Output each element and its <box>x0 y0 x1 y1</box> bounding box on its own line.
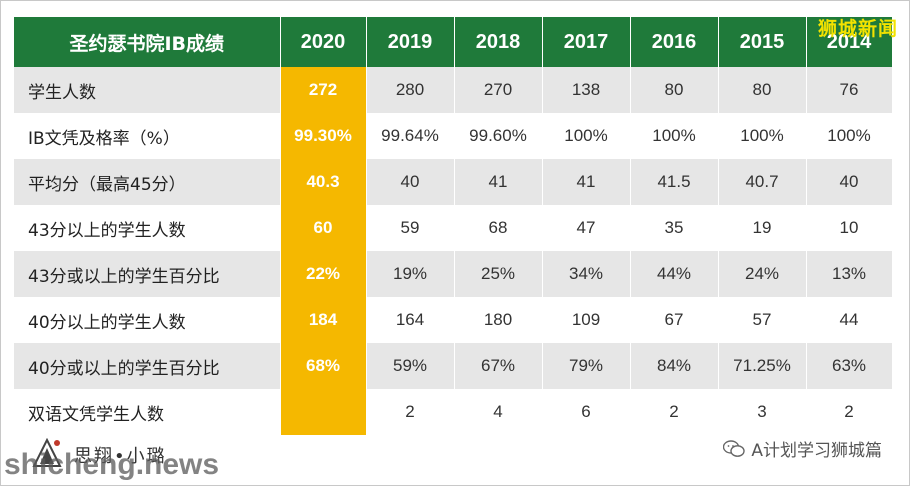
cell-2020: 68% <box>280 343 367 389</box>
table-body: 学生人数 272 280 270 138 80 80 76 IB文凭及格率（%） 99.30% 99… <box>14 67 893 435</box>
wechat-account-name: A计划学习狮城篇 <box>751 441 882 461</box>
cell-2015: 71.25% <box>718 343 807 389</box>
cell-2014: 76 <box>806 67 893 113</box>
row-label: 平均分（最高45分） <box>14 159 281 205</box>
cell-2016: 41.5 <box>630 159 719 205</box>
table-row: 43分或以上的学生百分比 22% 19% 25% 34% 44% 24% 13% <box>14 251 893 297</box>
header-year-2017: 2017 <box>542 17 631 67</box>
cell-2017: 41 <box>542 159 631 205</box>
logo-text: 思翔•小璐 <box>74 446 167 467</box>
row-label: IB文凭及格率（%） <box>14 113 281 159</box>
cell-2015: 57 <box>718 297 807 343</box>
table-row: 40分以上的学生人数 184 164 180 109 67 57 44 <box>14 297 893 343</box>
table-row: 平均分（最高45分） 40.3 40 41 41 41.5 40.7 40 <box>14 159 893 205</box>
cell-2014: 13% <box>806 251 893 297</box>
cell-2016: 80 <box>630 67 719 113</box>
header-year-2014: 2014 <box>806 17 893 67</box>
cell-2017: 34% <box>542 251 631 297</box>
cell-2014: 44 <box>806 297 893 343</box>
cell-2018: 99.60% <box>454 113 543 159</box>
row-label: 学生人数 <box>14 67 281 113</box>
cell-2016: 67 <box>630 297 719 343</box>
row-label: 40分或以上的学生百分比 <box>14 343 281 389</box>
cell-2019: 19% <box>366 251 455 297</box>
cell-2020: 22% <box>280 251 367 297</box>
cell-2019: 2 <box>366 389 455 435</box>
cell-2015: 40.7 <box>718 159 807 205</box>
header-year-2020: 2020 <box>280 17 367 67</box>
cell-2020: 272 <box>280 67 367 113</box>
cell-2015: 80 <box>718 67 807 113</box>
cell-2018: 67% <box>454 343 543 389</box>
header-title: 圣约瑟书院IB成绩 <box>14 17 281 67</box>
table-row: 43分以上的学生人数 60 59 68 47 35 19 10 <box>14 205 893 251</box>
cell-2018: 25% <box>454 251 543 297</box>
cell-2014: 40 <box>806 159 893 205</box>
cell-2016: 84% <box>630 343 719 389</box>
cell-2015: 19 <box>718 205 807 251</box>
cell-2014: 2 <box>806 389 893 435</box>
cell-2018: 41 <box>454 159 543 205</box>
cell-2018: 270 <box>454 67 543 113</box>
cell-2018: 180 <box>454 297 543 343</box>
cell-2019: 164 <box>366 297 455 343</box>
cell-2014: 63% <box>806 343 893 389</box>
cell-2018: 4 <box>454 389 543 435</box>
header-row: 圣约瑟书院IB成绩 2020 2019 2018 2017 2016 2015 … <box>14 17 893 67</box>
cell-2016: 35 <box>630 205 719 251</box>
cell-2017: 79% <box>542 343 631 389</box>
cell-2019: 99.64% <box>366 113 455 159</box>
header-year-2018: 2018 <box>454 17 543 67</box>
table-row: 双语文凭学生人数 2 4 6 2 3 2 <box>14 389 893 435</box>
cell-2016: 44% <box>630 251 719 297</box>
cell-2019: 59% <box>366 343 455 389</box>
cell-2020: 60 <box>280 205 367 251</box>
cell-2020: 40.3 <box>280 159 367 205</box>
cell-2020: 99.30% <box>280 113 367 159</box>
wechat-icon <box>723 439 746 457</box>
cell-2014: 10 <box>806 205 893 251</box>
cell-2017: 138 <box>542 67 631 113</box>
table-row: IB文凭及格率（%） 99.30% 99.64% 99.60% 100% 100% 100%… <box>14 113 893 159</box>
cell-2015: 24% <box>718 251 807 297</box>
cell-2018: 68 <box>454 205 543 251</box>
cell-2016: 100% <box>630 113 719 159</box>
watermark-top: 狮城新闻 <box>817 18 898 40</box>
cell-2017: 100% <box>542 113 631 159</box>
table-row: 学生人数 272 280 270 138 80 80 76 <box>14 67 893 113</box>
logo: 思翔•小璐 <box>22 436 242 482</box>
cell-2017: 109 <box>542 297 631 343</box>
row-label: 双语文凭学生人数 <box>14 389 281 435</box>
header-year-2016: 2016 <box>630 17 719 67</box>
cell-2016: 2 <box>630 389 719 435</box>
ib-results-table: 圣约瑟书院IB成绩 2020 2019 2018 2017 2016 2015 … <box>14 17 893 435</box>
cell-2020: 184 <box>280 297 367 343</box>
row-label: 43分或以上的学生百分比 <box>14 251 281 297</box>
cell-2015: 100% <box>718 113 807 159</box>
logo-icon <box>32 438 62 467</box>
row-label: 40分以上的学生人数 <box>14 297 281 343</box>
cell-2017: 6 <box>542 389 631 435</box>
wechat-account: A计划学习狮城篇 <box>723 436 882 461</box>
site-watermark: shicheng.news <box>4 448 220 481</box>
cell-2019: 40 <box>366 159 455 205</box>
cell-2015: 3 <box>718 389 807 435</box>
cell-2020 <box>280 389 367 435</box>
cell-2017: 47 <box>542 205 631 251</box>
row-label: 43分以上的学生人数 <box>14 205 281 251</box>
header-year-2015: 2015 <box>718 17 807 67</box>
cell-2019: 59 <box>366 205 455 251</box>
cell-2014: 100% <box>806 113 893 159</box>
table-row: 40分或以上的学生百分比 68% 59% 67% 79% 84% 71.25% 63% <box>14 343 893 389</box>
cell-2019: 280 <box>366 67 455 113</box>
header-year-2019: 2019 <box>366 17 455 67</box>
